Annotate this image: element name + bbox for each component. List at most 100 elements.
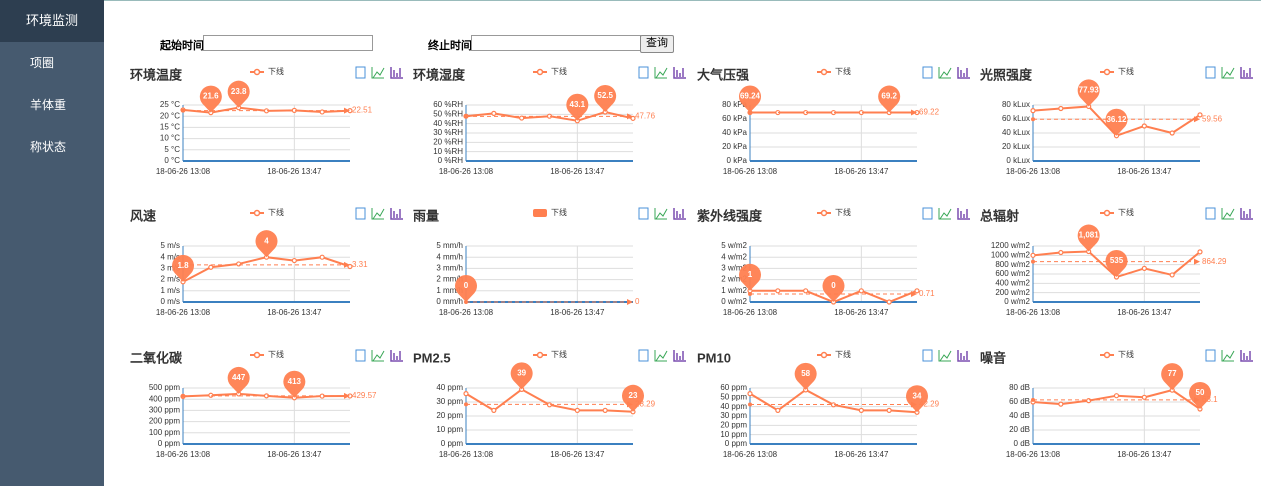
mark-point-label: 36.12 (1106, 115, 1127, 124)
point (320, 255, 324, 259)
mark-point-label: 23.8 (231, 87, 247, 96)
icon-line[interactable] (939, 67, 951, 78)
legend-label[interactable]: 下线 (268, 349, 284, 359)
icon-line[interactable] (655, 67, 667, 78)
legend-label[interactable]: 下线 (1118, 207, 1134, 217)
mark-point-label: 77.93 (1079, 86, 1100, 95)
legend-swatch (255, 211, 260, 216)
icon-bar[interactable] (1241, 350, 1253, 361)
icon-data-view[interactable] (923, 67, 932, 78)
icon-data-view[interactable] (1206, 350, 1215, 361)
icon-line[interactable] (372, 350, 384, 361)
nav-item[interactable]: 称状态 (0, 126, 104, 168)
average-start (748, 403, 752, 407)
legend-label[interactable]: 下线 (835, 66, 851, 76)
average-label: 22.51 (352, 106, 373, 115)
y-tick-label: 30 ppm (720, 411, 747, 420)
icon-data-view[interactable] (923, 350, 932, 361)
icon-data-view[interactable] (1206, 67, 1215, 78)
legend-label[interactable]: 下线 (551, 66, 567, 76)
icon-data-view[interactable] (1206, 208, 1215, 219)
x-tick-label: 18-06-26 13:08 (156, 167, 211, 176)
icon-bar[interactable] (674, 208, 686, 219)
x-tick-label: 18-06-26 13:08 (439, 308, 494, 317)
legend-label[interactable]: 下线 (551, 349, 567, 359)
x-tick-label: 18-06-26 13:47 (834, 167, 889, 176)
icon-bar[interactable] (674, 67, 686, 78)
y-tick-label: 40 %RH (433, 119, 463, 128)
icon-line[interactable] (1222, 208, 1234, 219)
chart-title: 风速 (130, 208, 156, 223)
icon-data-view[interactable] (356, 67, 365, 78)
icon-bar[interactable] (391, 67, 403, 78)
y-tick-label: 5 w/m2 (721, 241, 747, 250)
icon-bar[interactable] (391, 350, 403, 361)
average-label: 69.22 (919, 108, 940, 117)
legend-swatch (1105, 70, 1110, 75)
y-tick-label: 20 kPa (722, 142, 747, 151)
chart-title: 环境湿度 (413, 67, 466, 82)
y-tick-label: 0 kPa (727, 156, 748, 165)
icon-data-view[interactable] (923, 208, 932, 219)
chart-title: 光照强度 (979, 67, 1033, 82)
mark-point-label: 34 (913, 391, 922, 400)
icon-line[interactable] (1222, 350, 1234, 361)
y-tick-label: 60 ppm (720, 383, 747, 392)
y-tick-label: 25 °C (160, 100, 180, 109)
nav-item[interactable]: 环境监测 (0, 0, 104, 42)
average-label: 0.71 (919, 289, 935, 298)
icon-line[interactable] (1222, 67, 1234, 78)
chart-title: PM10 (697, 350, 731, 365)
x-tick-label: 18-06-26 13:47 (550, 450, 605, 459)
point (1142, 266, 1146, 270)
y-tick-label: 0 mm/h (436, 297, 463, 306)
icon-line[interactable] (939, 208, 951, 219)
y-tick-label: 300 ppm (149, 406, 180, 415)
x-tick-label: 18-06-26 13:47 (834, 450, 889, 459)
nav-item[interactable]: 项圈 (0, 42, 104, 84)
y-tick-label: 5 mm/h (436, 241, 463, 250)
icon-data-view[interactable] (639, 208, 648, 219)
point (859, 408, 863, 412)
icon-bar[interactable] (674, 350, 686, 361)
icon-data-view[interactable] (639, 350, 648, 361)
legend-label[interactable]: 下线 (835, 207, 851, 217)
legend-label[interactable]: 下线 (268, 66, 284, 76)
x-tick-label: 18-06-26 13:08 (439, 450, 494, 459)
icon-data-view[interactable] (639, 67, 648, 78)
y-tick-label: 500 ppm (149, 383, 180, 392)
icon-data-view[interactable] (356, 208, 365, 219)
icon-bar[interactable] (1241, 208, 1253, 219)
icon-bar[interactable] (958, 208, 970, 219)
icon-bar[interactable] (958, 350, 970, 361)
legend-label[interactable]: 下线 (1118, 66, 1134, 76)
x-tick-label: 18-06-26 13:47 (1117, 167, 1172, 176)
x-tick-label: 18-06-26 13:08 (156, 308, 211, 317)
icon-bar[interactable] (1241, 67, 1253, 78)
icon-line[interactable] (655, 350, 667, 361)
icon-bar[interactable] (958, 67, 970, 78)
icon-line[interactable] (372, 67, 384, 78)
y-tick-label: 20 ppm (436, 411, 463, 420)
icon-line[interactable] (372, 208, 384, 219)
icon-line[interactable] (939, 350, 951, 361)
average-arrow (627, 299, 633, 305)
y-tick-label: 0 kLux (1006, 156, 1030, 165)
point (292, 259, 296, 263)
legend-label[interactable]: 下线 (1118, 349, 1134, 359)
y-tick-label: 80 dB (1009, 383, 1030, 392)
y-tick-label: 20 °C (160, 111, 180, 120)
x-tick-label: 18-06-26 13:08 (723, 450, 778, 459)
chart-title: 大气压强 (697, 67, 749, 82)
mark-point-label: 69.24 (740, 92, 761, 101)
mark-point-label: 4 (264, 236, 269, 245)
icon-data-view[interactable] (356, 350, 365, 361)
legend-label[interactable]: 下线 (835, 349, 851, 359)
legend-label[interactable]: 下线 (551, 207, 567, 217)
legend-label[interactable]: 下线 (268, 207, 284, 217)
y-tick-label: 10 ppm (436, 425, 463, 434)
average-start (181, 394, 185, 398)
icon-line[interactable] (655, 208, 667, 219)
icon-bar[interactable] (391, 208, 403, 219)
nav-item[interactable]: 羊体重 (0, 84, 104, 126)
